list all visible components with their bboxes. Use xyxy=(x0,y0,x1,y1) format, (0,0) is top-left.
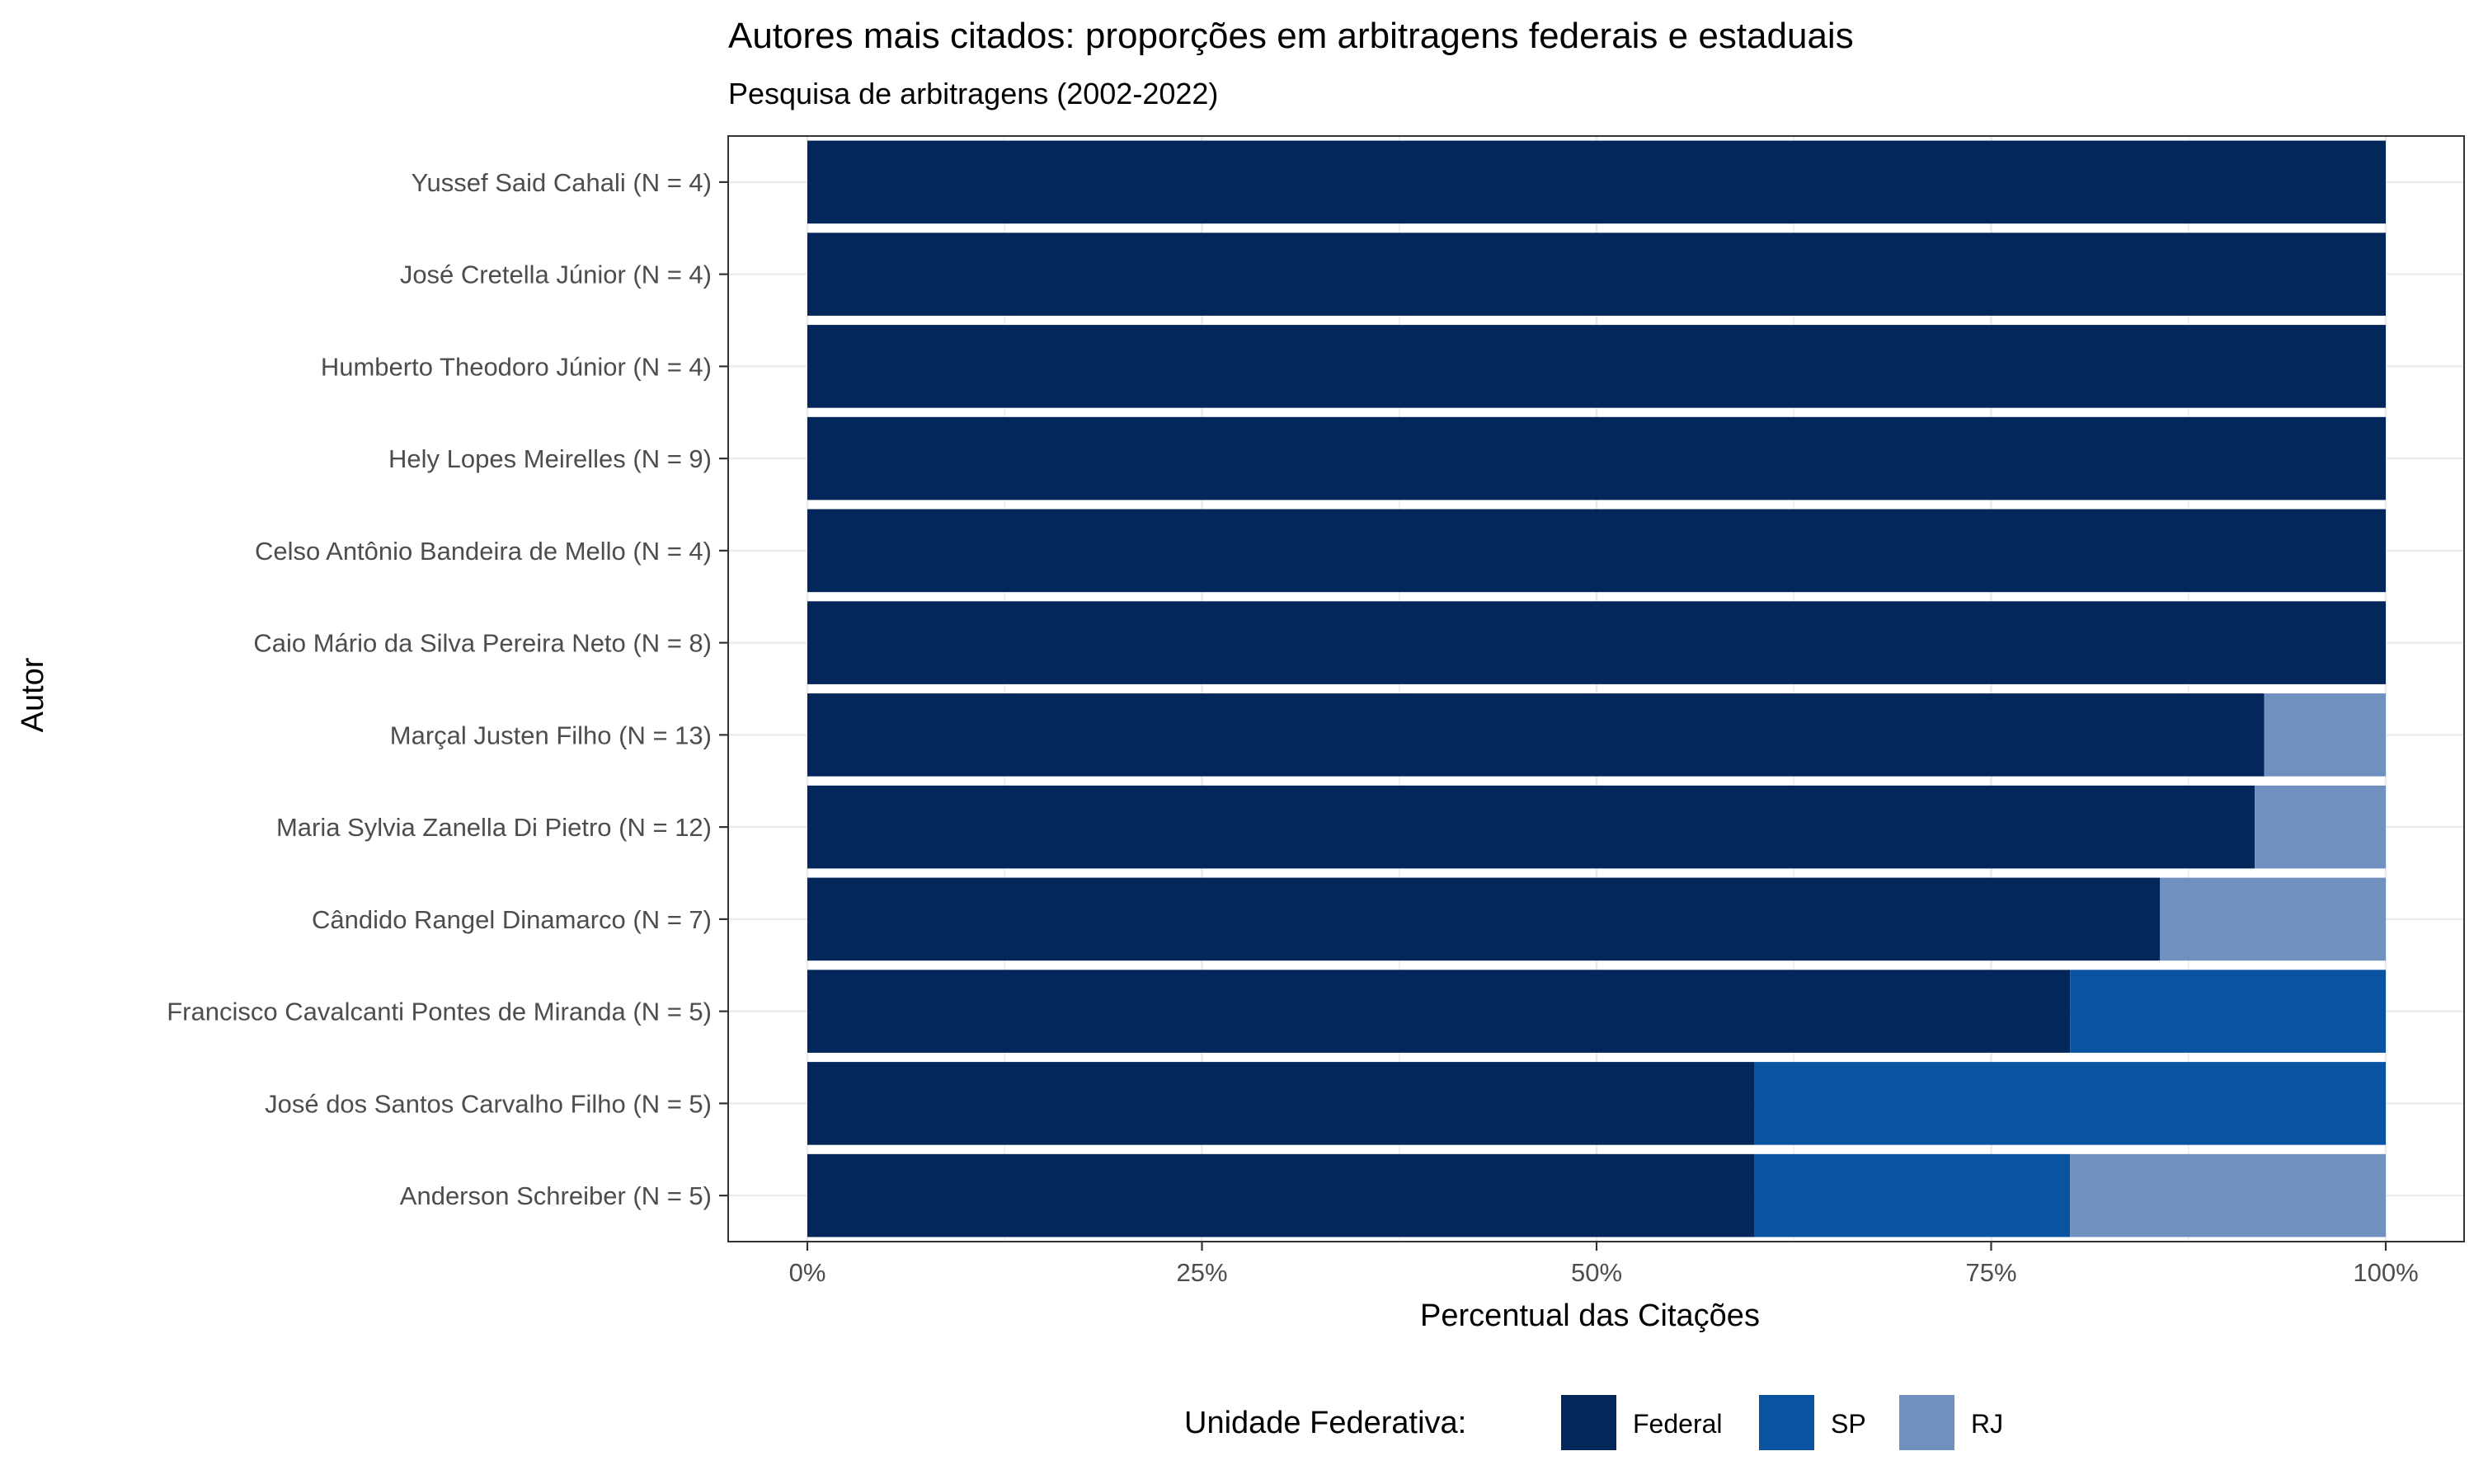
legend-label-sp: SP xyxy=(1831,1409,1866,1439)
chart-subtitle: Pesquisa de arbitragens (2002-2022) xyxy=(728,77,1218,110)
y-tick-label: Maria Sylvia Zanella Di Pietro (N = 12) xyxy=(276,813,712,842)
y-tick-label: Yussef Said Cahali (N = 4) xyxy=(412,168,712,197)
x-axis-title: Percentual das Citações xyxy=(1420,1298,1760,1333)
legend-label-rj: RJ xyxy=(1971,1409,2003,1439)
y-tick-label: Hely Lopes Meirelles (N = 9) xyxy=(388,444,712,473)
y-tick-label: José dos Santos Carvalho Filho (N = 5) xyxy=(265,1089,712,1118)
y-tick-label: Cândido Rangel Dinamarco (N = 7) xyxy=(312,905,712,934)
bar-federal-jose-cretella-junior-n-4 xyxy=(807,232,2386,316)
bar-sp-francisco-cavalcanti-pontes-de-miranda-n-5 xyxy=(2070,970,2386,1053)
y-tick-label: Anderson Schreiber (N = 5) xyxy=(400,1181,712,1210)
x-tick-label: 75% xyxy=(1965,1258,2016,1287)
y-tick-label: José Cretella Júnior (N = 4) xyxy=(400,261,712,289)
y-tick-label: Marçal Justen Filho (N = 13) xyxy=(390,721,712,749)
legend-key-sp xyxy=(1759,1395,1814,1450)
bar-federal-candido-rangel-dinamarco-n-7 xyxy=(807,877,2161,961)
bar-federal-marcal-justen-filho-n-13 xyxy=(807,693,2265,777)
x-tick-label: 50% xyxy=(1571,1258,1622,1287)
chart-title: Autores mais citados: proporções em arbi… xyxy=(728,16,1854,56)
y-tick-label: Caio Mário da Silva Pereira Neto (N = 8) xyxy=(253,629,712,658)
y-tick-label: Francisco Cavalcanti Pontes de Miranda (… xyxy=(167,998,712,1026)
x-tick-label: 100% xyxy=(2353,1258,2418,1287)
bar-federal-maria-sylvia-zanella-di-pietro-n-12 xyxy=(807,785,2255,869)
bar-federal-francisco-cavalcanti-pontes-de-miranda-n-5 xyxy=(807,970,2071,1053)
bar-rj-anderson-schreiber-n-5 xyxy=(2070,1153,2386,1237)
legend-title: Unidade Federativa: xyxy=(1184,1406,1466,1440)
bar-rj-maria-sylvia-zanella-di-pietro-n-12 xyxy=(2255,785,2386,869)
x-tick-label: 0% xyxy=(789,1258,826,1287)
bar-federal-anderson-schreiber-n-5 xyxy=(807,1153,1755,1237)
legend: Unidade Federativa: Federal SP RJ xyxy=(1184,1395,2003,1450)
bar-federal-humberto-theodoro-junior-n-4 xyxy=(807,325,2386,408)
legend-label-federal: Federal xyxy=(1633,1409,1723,1439)
bar-sp-anderson-schreiber-n-5 xyxy=(1754,1153,2071,1237)
bar-federal-yussef-said-cahali-n-4 xyxy=(807,140,2386,224)
bar-rj-marcal-justen-filho-n-13 xyxy=(2264,693,2386,777)
y-tick-label: Humberto Theodoro Júnior (N = 4) xyxy=(321,352,712,381)
legend-key-federal xyxy=(1561,1395,1616,1450)
y-axis: Yussef Said Cahali (N = 4) José Cretella … xyxy=(167,168,728,1210)
bar-federal-hely-lopes-meirelles-n-9 xyxy=(807,416,2386,500)
bars xyxy=(807,140,2386,1237)
bar-federal-celso-antonio-bandeira-de-mello-n-4 xyxy=(807,509,2386,593)
bar-rj-candido-rangel-dinamarco-n-7 xyxy=(2160,877,2386,961)
y-axis-title: Autor xyxy=(16,657,50,732)
x-tick-label: 25% xyxy=(1176,1258,1227,1287)
bar-sp-jose-dos-santos-carvalho-filho-n-5 xyxy=(1754,1062,2386,1145)
legend-key-rj xyxy=(1899,1395,1954,1450)
y-tick-label: Celso Antônio Bandeira de Mello (N = 4) xyxy=(255,537,712,566)
x-axis: 0% 25% 50% 75% 100% xyxy=(789,1242,2419,1287)
bar-federal-caio-mario-da-silva-pereira-neto-n-8 xyxy=(807,601,2386,684)
bar-federal-jose-dos-santos-carvalho-filho-n-5 xyxy=(807,1062,1755,1145)
